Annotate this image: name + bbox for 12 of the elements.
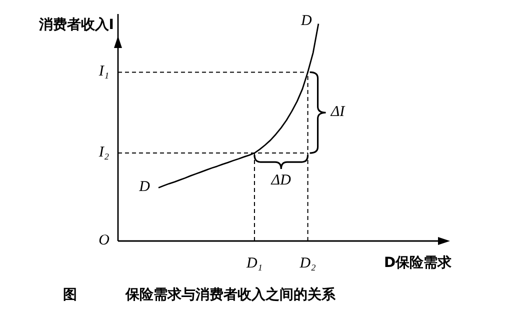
text: O [98,232,110,248]
text: 图 保险需求与消费者收入之间的关系 [63,286,336,304]
annotation: ΔD [270,172,292,188]
x-tick-label: D₁ [245,256,263,272]
text: ΔI [330,104,346,120]
series-label: D [300,13,312,30]
x-axis-title: D保险需求 [384,254,452,272]
ref-line-label: I₁ [98,64,110,80]
ref-line-label: I₂ [98,144,110,160]
text: D [139,179,150,196]
y-axis-title: 消费者收入I [38,16,114,34]
x-tick-label: D₂ [298,256,316,272]
